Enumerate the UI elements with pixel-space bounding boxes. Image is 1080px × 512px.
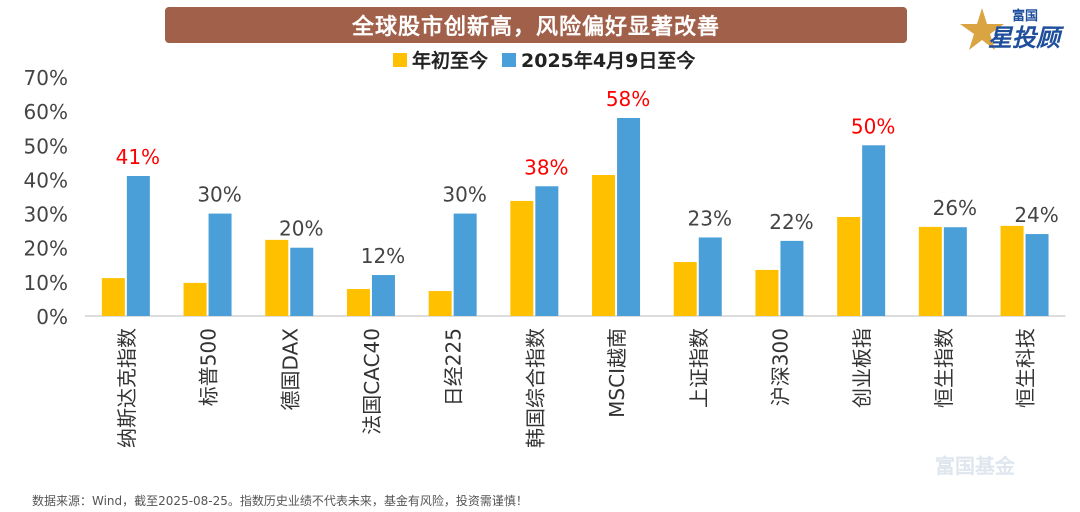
bar-ytd: [346, 289, 370, 316]
data-label: 12%: [361, 244, 405, 268]
data-label: 50%: [851, 114, 895, 138]
data-label: 30%: [442, 183, 486, 207]
bar-since-apr9: [617, 117, 641, 316]
bar-since-apr9: [453, 213, 477, 316]
data-label: 20%: [279, 217, 323, 241]
x-tick-label: 德国DAX: [278, 328, 302, 411]
brand-logo: 富国 星投顾: [960, 4, 1075, 52]
footnote: 数据来源：Wind，截至2025-08-25。指数历史业绩不代表未来，基金有风险…: [32, 494, 528, 508]
bar-since-apr9: [698, 237, 722, 316]
bar-since-apr9: [862, 145, 886, 316]
x-tick-label: 标普500: [197, 328, 221, 406]
bar-since-apr9: [1025, 234, 1049, 316]
x-tick-label: 沪深300: [768, 328, 792, 406]
y-tick-label: 0%: [36, 305, 68, 329]
bar-chart: 0% 10% 20% 30% 40% 50% 60% 70% 年初至今 2025年4月9日至今 41…: [24, 49, 1066, 448]
bar-ytd: [673, 262, 697, 316]
data-label: 26%: [933, 196, 977, 220]
legend-swatch: [502, 53, 516, 67]
y-tick-label: 20%: [24, 237, 68, 261]
legend-label: 2025年4月9日至今: [521, 49, 695, 72]
bar-ytd: [183, 282, 207, 316]
x-tick-label: 日经225: [442, 328, 466, 406]
bar-ytd: [101, 278, 125, 316]
bar-ytd: [510, 200, 534, 316]
bar-ytd: [837, 216, 861, 316]
bar-since-apr9: [208, 213, 232, 316]
y-tick-label: 70%: [24, 66, 68, 90]
x-tick-label: 上证指数: [687, 328, 711, 408]
chart-title: 全球股市创新高，风险偏好显著改善: [165, 7, 907, 43]
bar-since-apr9: [371, 275, 395, 316]
watermark: 富国基金: [935, 454, 1015, 478]
bar-since-apr9: [126, 176, 150, 316]
x-tick-label: 恒生指数: [932, 328, 956, 408]
data-label: 30%: [197, 183, 241, 207]
bar-since-apr9: [943, 227, 967, 316]
data-label: 38%: [524, 155, 568, 179]
bar-since-apr9: [535, 186, 559, 316]
x-tick-label: 法国CAC40: [360, 328, 384, 435]
data-label: 24%: [1014, 203, 1058, 227]
y-tick-label: 60%: [24, 100, 68, 124]
bar-ytd: [265, 239, 289, 316]
x-tick-label: MSCI越南: [605, 328, 629, 418]
x-tick-label: 纳斯达克指数: [115, 328, 139, 448]
data-label: 58%: [606, 87, 650, 111]
x-tick-label: 创业板指: [850, 328, 874, 408]
data-label: 22%: [769, 210, 813, 234]
logo-small-text: 富国: [1012, 8, 1038, 24]
bar-ytd: [428, 291, 452, 316]
x-tick-label: 韩国综合指数: [523, 328, 547, 448]
bar-since-apr9: [290, 247, 314, 316]
legend-swatch: [393, 53, 407, 67]
y-tick-label: 10%: [24, 271, 68, 295]
star-logo-icon: 富国 星投顾: [960, 8, 1065, 52]
data-label: 23%: [688, 206, 732, 230]
bar-ytd: [755, 269, 779, 316]
y-tick-label: 50%: [24, 134, 68, 158]
x-tick-label: 恒生科技: [1014, 328, 1038, 408]
y-tick-label: 30%: [24, 203, 68, 227]
bar-ytd: [918, 226, 942, 316]
bar-since-apr9: [780, 240, 804, 316]
data-label: 41%: [116, 145, 160, 169]
legend-label: 年初至今: [412, 49, 488, 72]
bar-ytd: [592, 174, 616, 316]
y-tick-label: 40%: [24, 168, 68, 192]
logo-large-text: 星投顾: [988, 24, 1065, 52]
bar-ytd: [1000, 225, 1024, 316]
